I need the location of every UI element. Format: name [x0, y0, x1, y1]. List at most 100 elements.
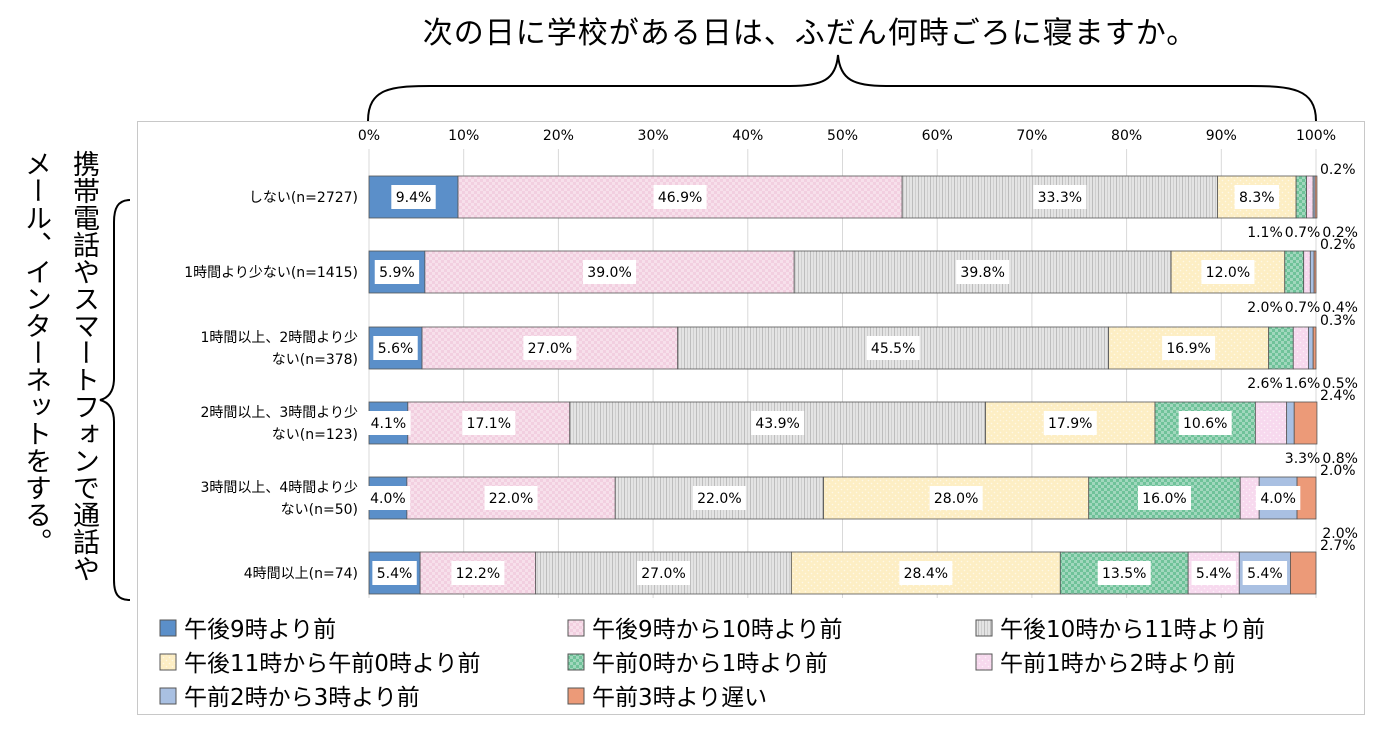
data-label: 0.7% — [1285, 300, 1321, 316]
side-label: 携帯電話やスマートフォンで通話や メール、インターネットをする。 — [8, 150, 113, 620]
data-label-bg — [899, 561, 953, 585]
data-label-bg — [583, 260, 637, 284]
data-label: 0.8% — [1322, 451, 1358, 467]
category-label: ない(n=123) — [272, 427, 358, 443]
data-label-bg — [751, 411, 805, 435]
data-label-bg — [1137, 486, 1191, 510]
x-tick-label: 80% — [1111, 128, 1142, 144]
data-label: 9.4% — [396, 190, 432, 206]
legend-swatch — [159, 619, 177, 637]
legend-label: 午前0時から1時より前 — [592, 651, 828, 677]
bar-segment — [1290, 551, 1317, 595]
bar-segment — [1292, 326, 1309, 370]
data-label: 17.1% — [467, 416, 511, 432]
bar-segment — [1308, 326, 1314, 370]
data-label-bg — [1191, 561, 1236, 585]
data-label: 2.6% — [1247, 376, 1283, 392]
data-label: 1.1% — [1247, 225, 1283, 241]
data-label: 45.5% — [871, 341, 915, 357]
bar-segment — [569, 401, 986, 445]
data-label: 0.5% — [1322, 376, 1358, 392]
legend-swatch — [975, 653, 993, 671]
bar-segment — [1313, 250, 1317, 294]
data-label-bg — [374, 260, 420, 284]
data-label-bg — [523, 336, 577, 360]
category-label: 4時間以上(n=74) — [244, 566, 358, 582]
x-tick-label: 70% — [1016, 128, 1047, 144]
legend-label: 午前1時から2時より前 — [1000, 651, 1236, 677]
data-label: 12.2% — [456, 566, 500, 582]
data-label-bg — [372, 561, 417, 585]
x-tick-label: 60% — [922, 128, 953, 144]
data-label: 39.0% — [587, 265, 631, 281]
category-label: 2時間以上、3時間より少 — [200, 405, 358, 421]
data-label: 28.4% — [904, 566, 948, 582]
bar-segment — [1293, 401, 1318, 445]
data-label-bg — [391, 185, 436, 209]
data-label: 1.6% — [1285, 376, 1321, 392]
bar-segment — [1284, 250, 1305, 294]
data-label-bg — [1043, 411, 1097, 435]
x-tick-label: 30% — [638, 128, 669, 144]
data-label-bg — [366, 411, 411, 435]
data-label-bg — [1255, 486, 1301, 510]
data-label: 2.7% — [1320, 538, 1356, 554]
category-label: しない(n=2727) — [249, 190, 358, 206]
bar-segment — [1303, 250, 1311, 294]
data-label-bg — [956, 260, 1010, 284]
data-label-bg — [462, 411, 516, 435]
data-label-bg — [637, 561, 691, 585]
data-label: 27.0% — [641, 566, 685, 582]
data-label: 0.2% — [1322, 225, 1358, 241]
data-label: 10.6% — [1183, 416, 1227, 432]
data-label: 28.0% — [934, 491, 978, 507]
data-label-bg — [365, 486, 411, 510]
legend-swatch — [567, 653, 585, 671]
category-label: 1時間より少ない(n=1415) — [184, 265, 358, 281]
legend-label: 午後9時より前 — [184, 617, 336, 643]
data-label-bg — [1097, 561, 1151, 585]
data-label: 33.3% — [1038, 190, 1082, 206]
bar-segment — [1309, 250, 1315, 294]
x-tick-label: 90% — [1206, 128, 1237, 144]
data-label: 17.9% — [1048, 416, 1092, 432]
x-tick-label: 0% — [358, 128, 380, 144]
legend-swatch — [159, 687, 177, 705]
data-label: 0.2% — [1320, 162, 1356, 178]
x-tick-label: 100% — [1296, 128, 1336, 144]
data-label: 43.9% — [755, 416, 799, 432]
data-label: 5.4% — [377, 566, 413, 582]
chart-title: 次の日に学校がある日は、ふだん何時ごろに寝ますか。 — [422, 16, 1198, 51]
x-tick-label: 40% — [732, 128, 763, 144]
data-label: 39.8% — [960, 265, 1004, 281]
data-label-bg — [484, 486, 538, 510]
data-label: 27.0% — [528, 341, 572, 357]
data-label: 4.1% — [371, 416, 407, 432]
data-label: 4.0% — [370, 491, 406, 507]
legend-label: 午後9時から10時より前 — [592, 617, 842, 643]
x-tick-label: 10% — [448, 128, 479, 144]
legend-label: 午前2時から3時より前 — [184, 685, 420, 711]
legend-swatch — [567, 687, 585, 705]
data-label: 12.0% — [1206, 265, 1250, 281]
bar-segment — [1314, 175, 1318, 219]
plot-area: 0% 10% 20% 30% 40% 50% 60% 70% 80% 90% 100% しない(n=2… — [159, 128, 1358, 711]
data-label-bg — [1162, 336, 1216, 360]
data-label: 5.4% — [1196, 566, 1232, 582]
data-label: 4.0% — [1260, 491, 1296, 507]
data-label-bg — [1201, 260, 1255, 284]
category-label: 1時間以上、2時間より少 — [200, 330, 358, 346]
bar-segment — [1268, 326, 1294, 370]
data-label: 2.0% — [1320, 463, 1356, 479]
data-label: 0.3% — [1320, 313, 1356, 329]
data-label: 22.0% — [489, 491, 533, 507]
data-label-bg — [1178, 411, 1232, 435]
data-label: 0.4% — [1322, 300, 1358, 316]
data-label: 0.7% — [1285, 225, 1321, 241]
category-label: 3時間以上、4時間より少 — [200, 480, 358, 496]
data-label: 13.5% — [1102, 566, 1146, 582]
data-label: 16.0% — [1142, 491, 1186, 507]
data-label: 0.2% — [1320, 237, 1356, 253]
bar-segment — [1306, 175, 1314, 219]
data-label-bg — [1033, 185, 1087, 209]
